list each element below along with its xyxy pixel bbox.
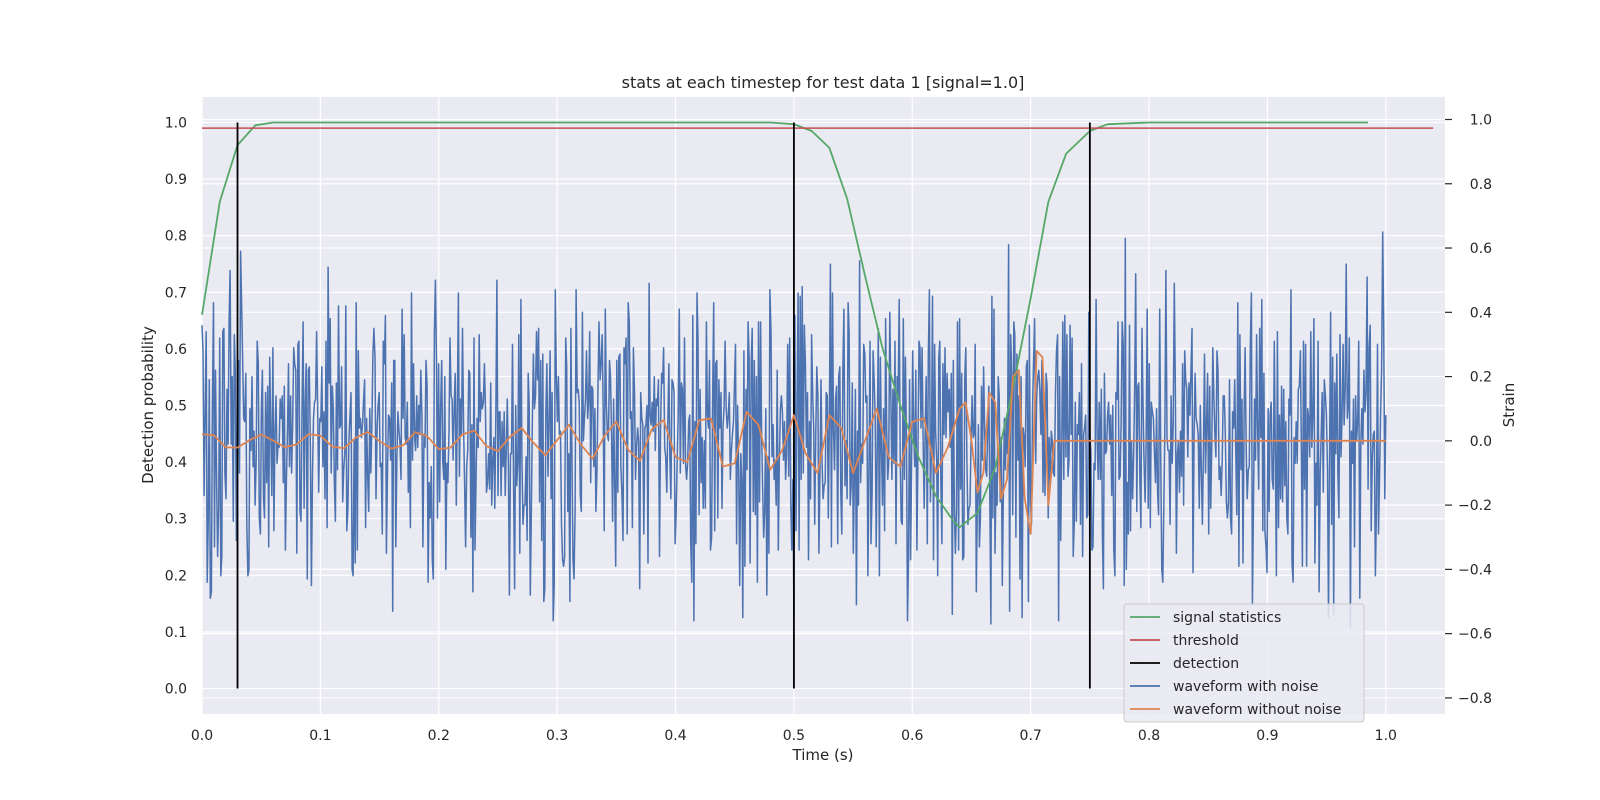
series-waveform-without-noise <box>201 349 1386 535</box>
left-tick-label: 0.6 <box>165 342 187 358</box>
legend-entry-label: signal statistics <box>1173 610 1281 626</box>
left-tick-label: 0.0 <box>165 682 187 698</box>
series-signal-statistics <box>201 121 1369 529</box>
left-tick-label: 0.7 <box>165 285 187 301</box>
legend-entry-label: waveform without noise <box>1173 702 1341 718</box>
right-tick-label: −0.2 <box>1458 498 1492 514</box>
legend-box <box>1123 603 1365 723</box>
x-tick-label: 1.0 <box>1375 728 1397 744</box>
left-tick-label: 0.1 <box>165 625 187 641</box>
legend: signal statistics threshold detection wavef… <box>1123 603 1365 723</box>
x-tick-label: 0.7 <box>1020 728 1042 744</box>
legend-entry-label: threshold <box>1173 633 1239 649</box>
left-tick-label: 0.3 <box>165 512 187 528</box>
left-tick-label: 0.4 <box>165 455 187 471</box>
left-tick-label: 1.0 <box>165 115 187 131</box>
right-axis: −0.8 −0.6 −0.4 −0.2 0.0 0.2 0.4 0.6 0.8 1.0 <box>1445 112 1492 707</box>
right-tick-label: 0.8 <box>1470 177 1492 193</box>
right-tick-label: −0.6 <box>1458 627 1492 643</box>
grid-lines <box>201 97 1445 714</box>
series-layer <box>201 121 1434 689</box>
x-axis: 0.0 0.1 0.2 0.3 0.4 0.5 0.6 0.7 0.8 0.9 1.0 <box>191 728 1397 744</box>
x-tick-label: 0.3 <box>546 728 568 744</box>
x-tick-label: 0.4 <box>664 728 686 744</box>
left-tick-label: 0.8 <box>165 229 187 245</box>
right-tick-label: 0.2 <box>1470 370 1492 386</box>
right-axis-label: Strain <box>1500 383 1518 427</box>
legend-entry-label: waveform with noise <box>1173 679 1318 695</box>
x-tick-label: 0.5 <box>783 728 805 744</box>
right-tick-label: −0.8 <box>1458 691 1492 707</box>
legend-entry-label: detection <box>1173 656 1239 672</box>
right-tick-label: 1.0 <box>1470 112 1492 128</box>
right-tick-label: −0.4 <box>1458 562 1492 578</box>
x-tick-label: 0.6 <box>901 728 923 744</box>
x-axis-label: Time (s) <box>792 746 854 764</box>
right-tick-label: 0.0 <box>1470 434 1492 450</box>
left-axis-label: Detection probability <box>139 326 157 484</box>
x-tick-label: 0.9 <box>1256 728 1278 744</box>
left-tick-label: 0.2 <box>165 568 187 584</box>
x-tick-label: 0.2 <box>428 728 450 744</box>
x-tick-label: 0.0 <box>191 728 213 744</box>
right-tick-label: 0.4 <box>1470 305 1492 321</box>
x-tick-label: 0.1 <box>309 728 331 744</box>
chart-title: stats at each timestep for test data 1 [… <box>622 73 1025 92</box>
left-axis: 0.0 0.1 0.2 0.3 0.4 0.5 0.6 0.7 0.8 0.9 1.0 <box>165 115 187 697</box>
left-tick-label: 0.5 <box>165 399 187 415</box>
left-tick-label: 0.9 <box>165 172 187 188</box>
x-tick-label: 0.8 <box>1138 728 1160 744</box>
right-tick-label: 0.6 <box>1470 241 1492 257</box>
